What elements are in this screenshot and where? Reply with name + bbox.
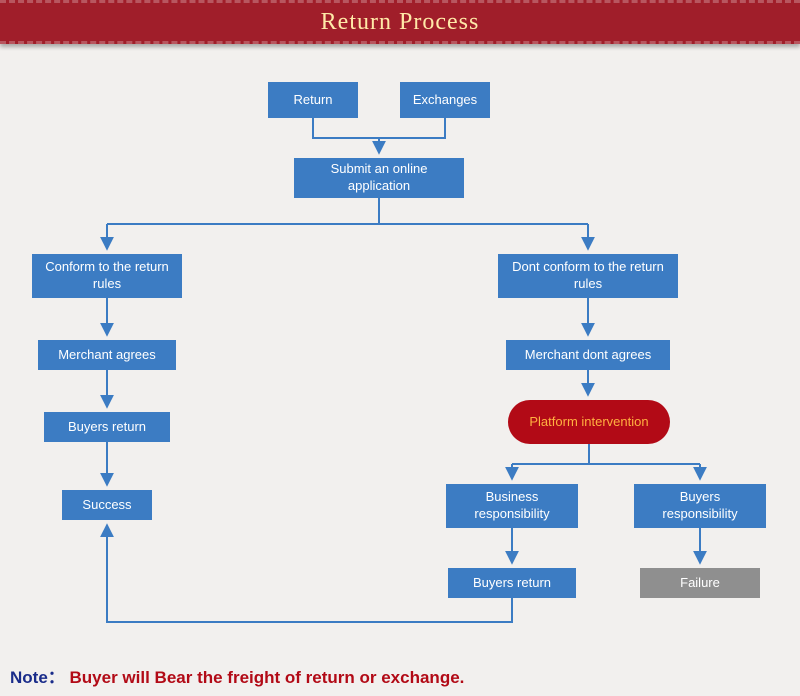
node-platform: Platform intervention [508,400,670,444]
footer-note: Note： Buyer will Bear the freight of ret… [10,663,464,688]
flowchart-canvas: Return Exchanges Submit an online applicat… [0,44,800,664]
note-label: Note： [10,668,65,687]
node-exchanges: Exchanges [400,82,490,118]
note-text: Buyer will Bear the freight of return or… [70,668,465,687]
node-merch_agree: Merchant agrees [38,340,176,370]
node-buy_ret2: Buyers return [448,568,576,598]
node-dont_conform: Dont conform to the return rules [498,254,678,298]
node-merch_dont: Merchant dont agrees [506,340,670,370]
header-title: Return Process [321,9,480,36]
header-banner: Return Process [0,0,800,44]
node-conform: Conform to the return rules [32,254,182,298]
node-return: Return [268,82,358,118]
node-buy_ret1: Buyers return [44,412,170,442]
node-submit: Submit an online application [294,158,464,198]
node-biz_resp: Business responsibility [446,484,578,528]
node-failure: Failure [640,568,760,598]
node-buy_resp: Buyers responsibility [634,484,766,528]
node-success: Success [62,490,152,520]
